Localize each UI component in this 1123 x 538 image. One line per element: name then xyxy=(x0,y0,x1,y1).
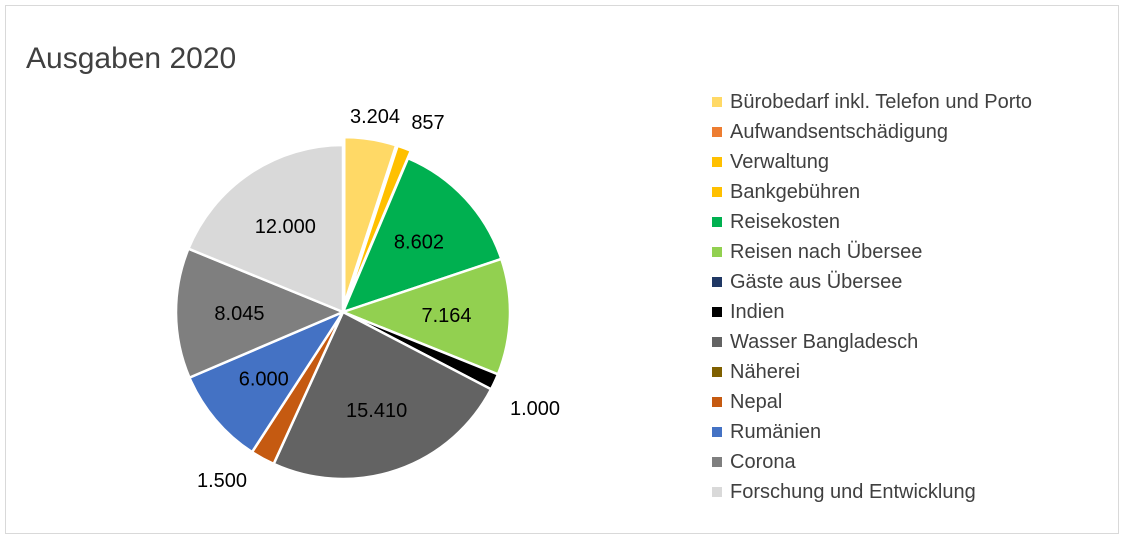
legend-label: Nepal xyxy=(730,390,783,413)
data-label: 8.602 xyxy=(394,232,444,254)
legend-label: Bürobedarf inkl. Telefon und Porto xyxy=(730,90,1033,113)
data-label: 8.045 xyxy=(214,303,264,325)
legend-label: Verwaltung xyxy=(730,150,829,173)
chart-title: Ausgaben 2020 xyxy=(26,42,237,75)
data-label: 12.000 xyxy=(255,216,316,238)
legend-swatch xyxy=(712,187,722,197)
legend-label: Gäste aus Übersee xyxy=(730,270,903,293)
data-label: 857 xyxy=(411,112,444,134)
legend-swatch xyxy=(712,127,722,137)
legend-swatch xyxy=(712,367,722,377)
legend-label: Forschung und Entwicklung xyxy=(730,480,976,503)
legend-item: Gäste aus Übersee xyxy=(712,267,1032,297)
legend-swatch xyxy=(712,157,722,167)
legend-item: Corona xyxy=(712,447,1032,477)
legend-swatch xyxy=(712,97,722,107)
legend-item: Indien xyxy=(712,297,1032,327)
legend-swatch xyxy=(712,307,722,317)
pie-slice xyxy=(339,257,512,376)
legend-label: Bankgebühren xyxy=(730,180,861,203)
legend-label: Corona xyxy=(730,450,796,473)
legend-label: Aufwandsentschädigung xyxy=(730,120,948,143)
legend-label: Rumänien xyxy=(730,420,822,443)
legend-label: Reisekosten xyxy=(730,210,841,233)
legend-swatch xyxy=(712,277,722,287)
legend-swatch xyxy=(712,397,722,407)
legend-item: Bankgebühren xyxy=(712,177,1032,207)
legend-label: Näherei xyxy=(730,360,801,383)
pie-slice xyxy=(187,309,347,454)
legend-label: Wasser Bangladesch xyxy=(730,330,919,353)
data-label: 1.000 xyxy=(510,398,560,420)
pie-slice xyxy=(186,143,345,314)
legend-item: Verwaltung xyxy=(712,147,1032,177)
legend-swatch xyxy=(712,457,722,467)
data-label: 15.410 xyxy=(346,400,407,422)
legend-swatch xyxy=(712,487,722,497)
legend-label: Indien xyxy=(730,300,785,323)
data-label: 3.204 xyxy=(350,106,400,128)
legend-label: Reisen nach Übersee xyxy=(730,240,923,263)
legend-item: Aufwandsentschädigung xyxy=(712,117,1032,147)
pie-slice xyxy=(340,156,503,315)
legend-item: Wasser Bangladesch xyxy=(712,327,1032,357)
pie-slice xyxy=(272,310,493,481)
legend-swatch xyxy=(712,217,722,227)
legend-item: Nepal xyxy=(712,387,1032,417)
legend-item: Näherei xyxy=(712,357,1032,387)
data-label: 6.000 xyxy=(239,369,289,391)
legend-item: Reisen nach Übersee xyxy=(712,237,1032,267)
legend: Bürobedarf inkl. Telefon und Porto Aufwan… xyxy=(712,87,1032,507)
legend-swatch xyxy=(712,247,722,257)
legend-item: Reisekosten xyxy=(712,207,1032,237)
pie-slice xyxy=(174,247,347,380)
pie-slice xyxy=(343,135,398,305)
legend-swatch xyxy=(712,427,722,437)
data-label: 1.500 xyxy=(197,470,247,492)
legend-item: Rumänien xyxy=(712,417,1032,447)
data-label: 7.164 xyxy=(421,305,471,327)
legend-swatch xyxy=(712,337,722,347)
legend-item: Bürobedarf inkl. Telefon und Porto xyxy=(712,87,1032,117)
legend-item: Forschung und Entwicklung xyxy=(712,477,1032,507)
